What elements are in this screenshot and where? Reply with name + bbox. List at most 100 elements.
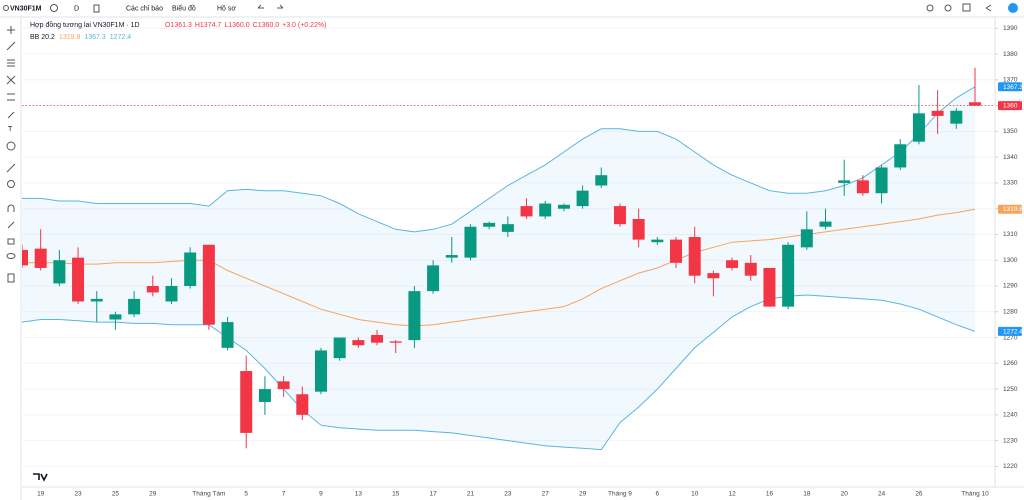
bb-name: BB 20.2 — [30, 34, 55, 41]
price-tag-label: 1367.3 — [1003, 84, 1023, 91]
text-tool[interactable]: T — [8, 126, 13, 133]
candle-body — [22, 249, 28, 266]
x-tick-label: 10 — [691, 491, 699, 498]
candle-body — [688, 237, 701, 276]
search-tool[interactable] — [926, 4, 934, 12]
y-tick-label: 1310 — [1003, 231, 1018, 238]
y-tick-label: 1380 — [1003, 51, 1018, 58]
draw-mode[interactable] — [7, 221, 15, 229]
candle-body — [838, 180, 851, 183]
bb-lower — [22, 294, 976, 451]
y-tick-label: 1240 — [1003, 412, 1018, 419]
candle-body — [34, 248, 47, 268]
price-tag — [998, 204, 1022, 214]
candle-body — [483, 222, 496, 227]
x-tick-label: 19 — [37, 491, 45, 498]
y-tick-label: 1250 — [1003, 386, 1018, 393]
lock-tool[interactable] — [7, 238, 15, 245]
candle-body — [408, 291, 421, 341]
candle-body — [165, 286, 178, 302]
candle-body — [371, 334, 384, 343]
x-tick-label: 24 — [878, 491, 886, 498]
trendline-tool[interactable] — [6, 41, 16, 51]
settings[interactable] — [944, 4, 952, 12]
price-tag — [998, 326, 1022, 336]
candle-body — [520, 206, 533, 217]
crosshair-tool[interactable] — [7, 26, 15, 34]
candle-body — [333, 337, 346, 359]
search-icon[interactable] — [3, 5, 9, 11]
ohlc-value: H1374.7 — [195, 22, 222, 29]
ohlc-value: O1361.3 — [165, 22, 192, 29]
bb-value: 1272.4 — [110, 34, 132, 41]
ohlc-value: L1360.0 — [224, 22, 249, 29]
x-tick-label: 20 — [841, 491, 849, 498]
candle-body — [894, 144, 907, 168]
x-tick-label: 5 — [244, 491, 248, 498]
fib-tool[interactable] — [7, 59, 15, 67]
zoom-tool[interactable] — [7, 180, 15, 188]
candle-body — [856, 180, 869, 194]
x-tick-label: Tháng 9 — [608, 491, 632, 498]
ruler-tool[interactable] — [6, 163, 16, 173]
candle-body — [501, 224, 514, 232]
measure-tool[interactable] — [7, 93, 15, 101]
price-tag-label: 1272.4 — [1003, 328, 1023, 335]
candle-body — [576, 190, 589, 207]
candle-body — [314, 350, 327, 392]
candle-body — [950, 110, 963, 124]
share[interactable] — [985, 4, 992, 12]
candle-body — [427, 265, 440, 292]
profile[interactable]: Hồ sơ — [217, 3, 236, 12]
magnet-tool[interactable] — [7, 204, 15, 212]
emoji-tool[interactable] — [6, 141, 16, 151]
undo[interactable] — [257, 4, 264, 9]
candle-body — [670, 239, 683, 263]
price-tag — [998, 82, 1022, 92]
hide-tool[interactable] — [6, 253, 16, 259]
symbol[interactable]: VN30F1M — [10, 5, 42, 12]
delete-tool[interactable] — [7, 273, 15, 283]
y-tick-label: 1230 — [1003, 437, 1018, 444]
candle-type[interactable] — [93, 4, 100, 13]
brush-tool[interactable] — [7, 111, 15, 119]
left-toolbar: T — [6, 17, 22, 500]
candle-body — [258, 389, 271, 402]
chart-menu[interactable]: Biểu đồ — [172, 3, 196, 12]
bb-value: 1367.3 — [84, 34, 106, 41]
fullscreen[interactable] — [962, 3, 971, 12]
y-tick-label: 1300 — [1003, 257, 1018, 264]
x-tick-label: 29 — [149, 491, 157, 498]
x-tick-label: 25 — [112, 491, 120, 498]
candle-body — [539, 203, 552, 217]
add-symbol[interactable] — [50, 4, 58, 12]
redo[interactable] — [277, 4, 284, 9]
tv-logo — [33, 473, 48, 482]
price-tag — [998, 101, 1022, 111]
ohlc-value: +3.0 (+0.22%) — [282, 22, 326, 29]
x-tick-label: 17 — [429, 491, 437, 498]
x-tick-label: 12 — [728, 491, 736, 498]
x-tick-label: 21 — [467, 491, 475, 498]
candle-body — [557, 204, 570, 209]
x-tick-label: 7 — [282, 491, 286, 498]
candle-body — [707, 273, 720, 279]
x-tick-label: 23 — [74, 491, 82, 498]
interval[interactable]: D — [74, 5, 79, 12]
indicators[interactable]: Các chỉ báo — [126, 4, 163, 12]
ohlc-legend: O1361.3 H1374.7 L1360.0 C1360.0 +3.0 (+0.22%… — [165, 22, 326, 29]
price-tag-label: 1319.8 — [1003, 206, 1023, 213]
pattern-tool[interactable] — [6, 75, 16, 85]
candle-body — [109, 314, 122, 320]
top-toolbar: VN30F1M D Các chỉ báo Biểu đồ Hồ sơ — [0, 3, 1024, 18]
candle-body — [184, 252, 197, 286]
candle-body — [464, 226, 477, 258]
candle-body — [969, 102, 981, 106]
candle-body — [744, 262, 757, 276]
candle-body — [221, 322, 234, 348]
candle-body — [202, 244, 215, 325]
candle-body — [277, 381, 290, 390]
x-tick-label: Tháng Tám — [192, 491, 225, 498]
